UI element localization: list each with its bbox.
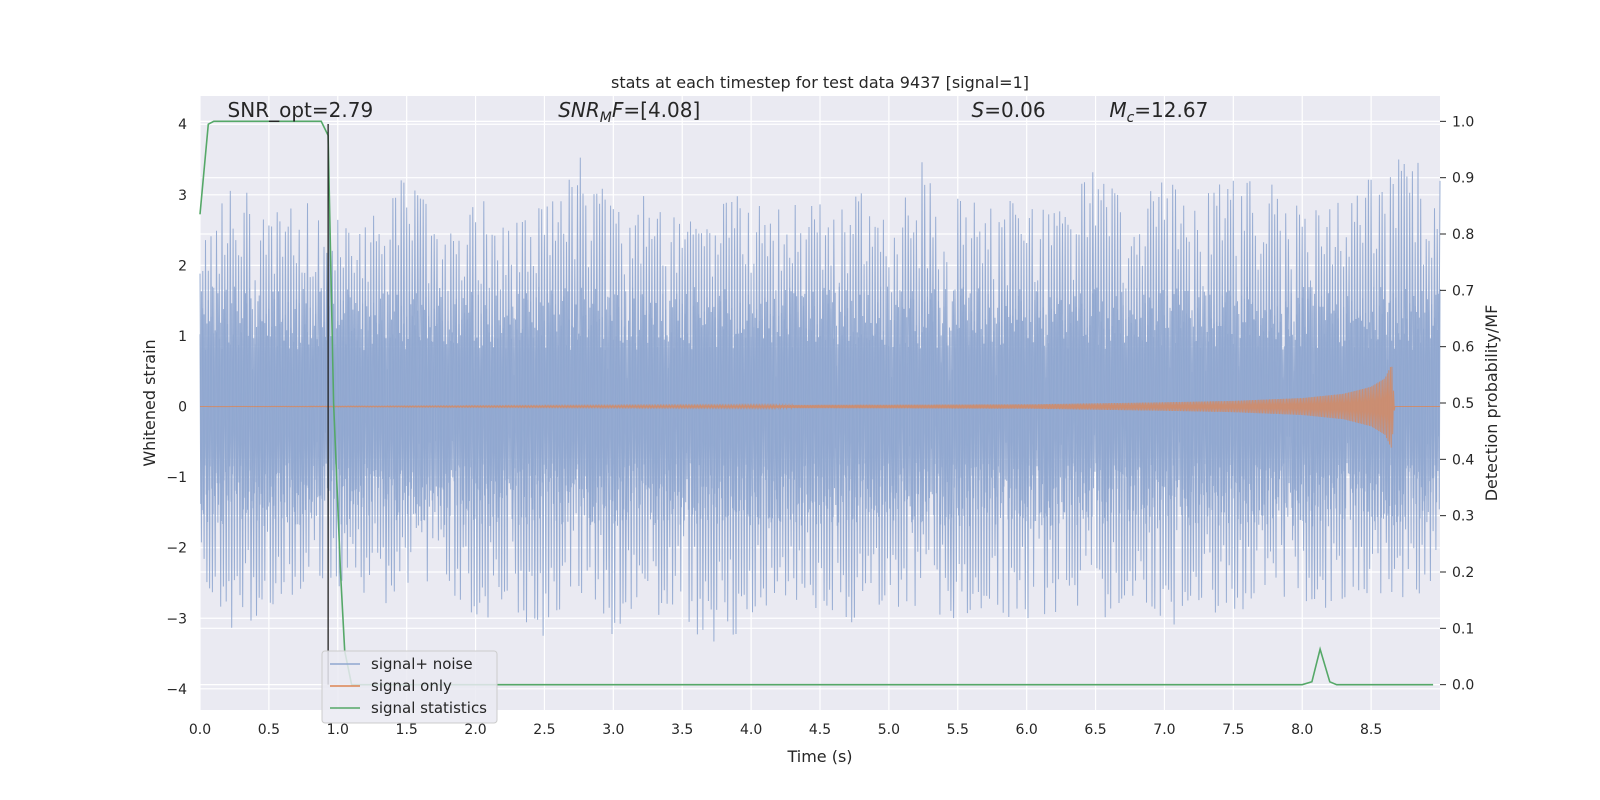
y-tick-label: 2 <box>178 258 187 274</box>
x-tick-label: 1.0 <box>327 722 349 738</box>
x-tick-label: 7.0 <box>1153 722 1175 738</box>
x-tick-label: 0.5 <box>258 722 280 738</box>
annotation: S=0.06 <box>972 98 1046 122</box>
y-tick-label-right: 0.2 <box>1452 565 1474 581</box>
legend-box <box>321 650 498 724</box>
y-tick-label: 4 <box>178 117 187 133</box>
legend: signal+ noise signal only signal statistic… <box>321 650 498 724</box>
x-tick-label: 4.5 <box>809 722 831 738</box>
y-tick-label: 3 <box>178 188 187 204</box>
y-tick-label: 0 <box>178 400 187 416</box>
legend-label: signal statistics <box>371 699 487 717</box>
x-tick-label: 3.5 <box>671 722 693 738</box>
x-tick-label: 3.0 <box>602 722 624 738</box>
series-signal-only <box>200 366 1440 448</box>
legend-label: signal only <box>371 677 452 695</box>
x-tick-label: 7.5 <box>1222 722 1244 738</box>
x-tick-label: 2.0 <box>464 722 486 738</box>
annotation: SNR_opt=2.79 <box>228 98 374 122</box>
y-tick-label: 1 <box>178 329 187 345</box>
x-tick-label: 2.5 <box>533 722 555 738</box>
chart-title: stats at each timestep for test data 943… <box>611 73 1029 92</box>
tick-labels: 0.0 0.5 1.0 1.5 2.0 2.5 3.0 3.5 4.0 4.5 5.0 5.5 6.0 6… <box>166 114 1474 738</box>
y-tick-label-right: 0.0 <box>1452 678 1474 694</box>
legend-label: signal+ noise <box>371 655 473 673</box>
y-tick-label: −3 <box>166 611 187 627</box>
series-signal-noise <box>199 157 1441 642</box>
y-tick-label-right: 0.8 <box>1452 227 1474 243</box>
y-tick-label-right: 0.3 <box>1452 509 1474 525</box>
y-axis-label: Whitened strain <box>140 339 159 466</box>
y-tick-label-right: 0.4 <box>1452 452 1474 468</box>
y-tick-label: −2 <box>166 541 187 557</box>
y-tick-label-right: 1.0 <box>1452 114 1474 130</box>
x-tick-label: 8.5 <box>1360 722 1382 738</box>
y-axis-label-right: Detection probability/MF <box>1482 305 1501 502</box>
x-tick-label: 0.0 <box>189 722 211 738</box>
y-tick-label: −4 <box>166 682 187 698</box>
x-tick-label: 6.0 <box>1016 722 1038 738</box>
y-tick-label-right: 0.1 <box>1452 621 1474 637</box>
x-axis-label: Time (s) <box>786 747 852 766</box>
y-tick-label-right: 0.5 <box>1452 396 1474 412</box>
y-tick-label-right: 0.9 <box>1452 171 1474 187</box>
x-tick-label: 5.0 <box>878 722 900 738</box>
y-tick-label-right: 0.6 <box>1452 340 1474 356</box>
y-tick-label-right: 0.7 <box>1452 283 1474 299</box>
x-tick-label: 1.5 <box>396 722 418 738</box>
x-tick-label: 6.5 <box>1084 722 1106 738</box>
x-tick-label: 4.0 <box>740 722 762 738</box>
x-tick-label: 8.0 <box>1291 722 1313 738</box>
annotation: Mc=12.67 <box>1109 98 1208 126</box>
x-tick-label: 5.5 <box>947 722 969 738</box>
y-tick-label: −1 <box>166 470 187 486</box>
series-signal-noise-core <box>199 286 1441 527</box>
annotation: SNRMF=[4.08] <box>558 98 700 126</box>
annotations: SNR_opt=2.79 SNRMF=[4.08] S=0.06 Mc=12.67 <box>228 98 1209 126</box>
